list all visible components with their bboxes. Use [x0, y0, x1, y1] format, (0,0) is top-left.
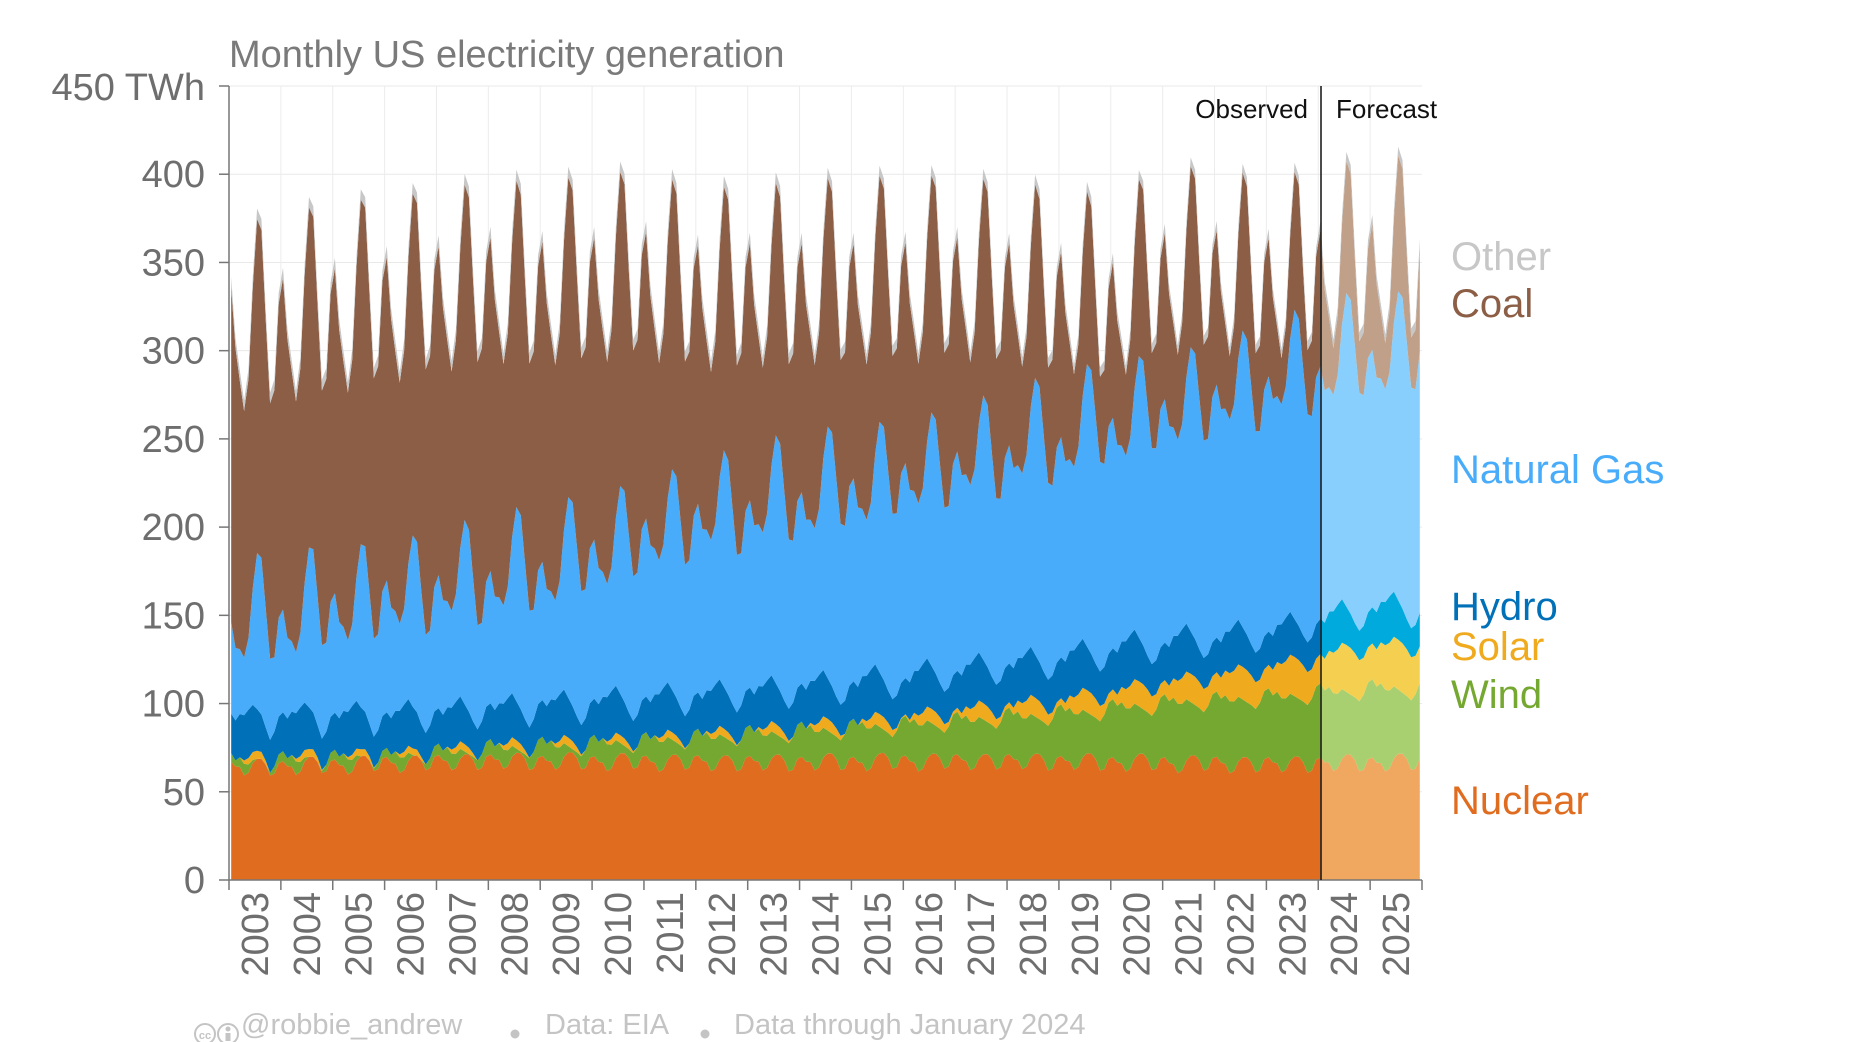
- x-tick-label: 2009: [546, 892, 588, 977]
- x-tick-label: 2004: [287, 892, 329, 977]
- y-tick-label: 150: [142, 595, 205, 637]
- x-tick-label: 2018: [1013, 892, 1055, 977]
- x-tick-label: 2021: [1169, 892, 1211, 977]
- axes: [228, 86, 1422, 881]
- x-tick-label: 2012: [702, 892, 744, 977]
- area-coal-forecast: [1320, 155, 1420, 396]
- chart-title: Monthly US electricity generation: [229, 34, 784, 76]
- y-tick-label: 350: [142, 242, 205, 284]
- y-tick-label: 100: [142, 684, 205, 726]
- area-solar-forecast: [1320, 636, 1420, 702]
- area-hydro-forecast: [1320, 591, 1420, 661]
- area-natural-gas-forecast: [1320, 291, 1420, 631]
- area-natural-gas-observed: [231, 309, 1321, 740]
- creative-commons-by-icon: cc: [194, 1023, 239, 1042]
- x-tick-label: 2013: [754, 892, 796, 977]
- y-tick-label: 0: [184, 860, 205, 902]
- observed-label: Observed: [1195, 94, 1308, 124]
- x-tick-label: 2007: [442, 892, 484, 977]
- footer-source: Data: EIA: [545, 1009, 670, 1041]
- x-tick-label: 2006: [391, 892, 433, 977]
- svg-text:cc: cc: [199, 1030, 211, 1042]
- y-tick-label: 200: [142, 507, 205, 549]
- legend-label-solar: Solar: [1451, 625, 1544, 669]
- area-solar-observed: [231, 654, 1321, 773]
- x-tick-label: 2016: [909, 892, 951, 977]
- footer: cc @robbie_andrew Data: EIA Data through…: [194, 1009, 1085, 1042]
- x-tick-label: 2020: [1117, 892, 1159, 977]
- x-tick-label: 2017: [961, 892, 1003, 977]
- footer-through: Data through January 2024: [734, 1009, 1085, 1041]
- area-coal-observed: [231, 166, 1321, 659]
- x-tick-label: 2019: [1065, 892, 1107, 977]
- y-tick-top-label: 450 TWh: [52, 67, 205, 109]
- stacked-areas: [231, 146, 1420, 880]
- y-tick-labels: 0 50 100 150 200 250 300 350 400: [142, 85, 229, 902]
- area-nuclear-observed: [231, 752, 1321, 880]
- x-tick-label: 2025: [1376, 892, 1418, 977]
- y-tick-label: 400: [142, 154, 205, 196]
- area-wind-observed: [231, 683, 1321, 776]
- area-other-forecast: [1320, 146, 1420, 349]
- area-wind-forecast: [1320, 679, 1420, 772]
- x-tick-labels: 2003 2004 2005 2006 2007 2008 2009 2010 2011 2012…: [228, 880, 1423, 977]
- legend-label-wind: Wind: [1451, 673, 1542, 717]
- area-hydro-observed: [231, 611, 1321, 773]
- area-nuclear-forecast: [1320, 753, 1420, 880]
- forecast-label: Forecast: [1336, 94, 1438, 124]
- x-tick-label: 2003: [235, 892, 277, 977]
- x-tick-label: 2014: [806, 892, 848, 977]
- x-tick-label: 2008: [494, 892, 536, 977]
- x-tick-label: 2005: [339, 892, 381, 977]
- legend-label-nuclear: Nuclear: [1451, 779, 1589, 823]
- y-tick-label: 250: [142, 419, 205, 461]
- x-tick-label: 2011: [650, 892, 692, 974]
- x-tick-label: 2023: [1272, 892, 1314, 977]
- y-tick-label: 50: [163, 772, 205, 814]
- x-tick-label: 2015: [857, 892, 899, 977]
- legend-label-natural-gas: Natural Gas: [1451, 448, 1664, 492]
- legend-label-hydro: Hydro: [1451, 585, 1558, 629]
- x-tick-label: 2022: [1220, 892, 1262, 977]
- footer-author: @robbie_andrew: [241, 1009, 463, 1041]
- y-tick-label: 300: [142, 331, 205, 373]
- x-tick-label: 2024: [1324, 892, 1366, 977]
- footer-separator-dot: [700, 1029, 710, 1039]
- x-tick-label: 2010: [598, 892, 640, 977]
- legend-label-coal: Coal: [1451, 282, 1533, 326]
- footer-separator-dot: [510, 1029, 520, 1039]
- legend-label-other: Other: [1451, 235, 1551, 279]
